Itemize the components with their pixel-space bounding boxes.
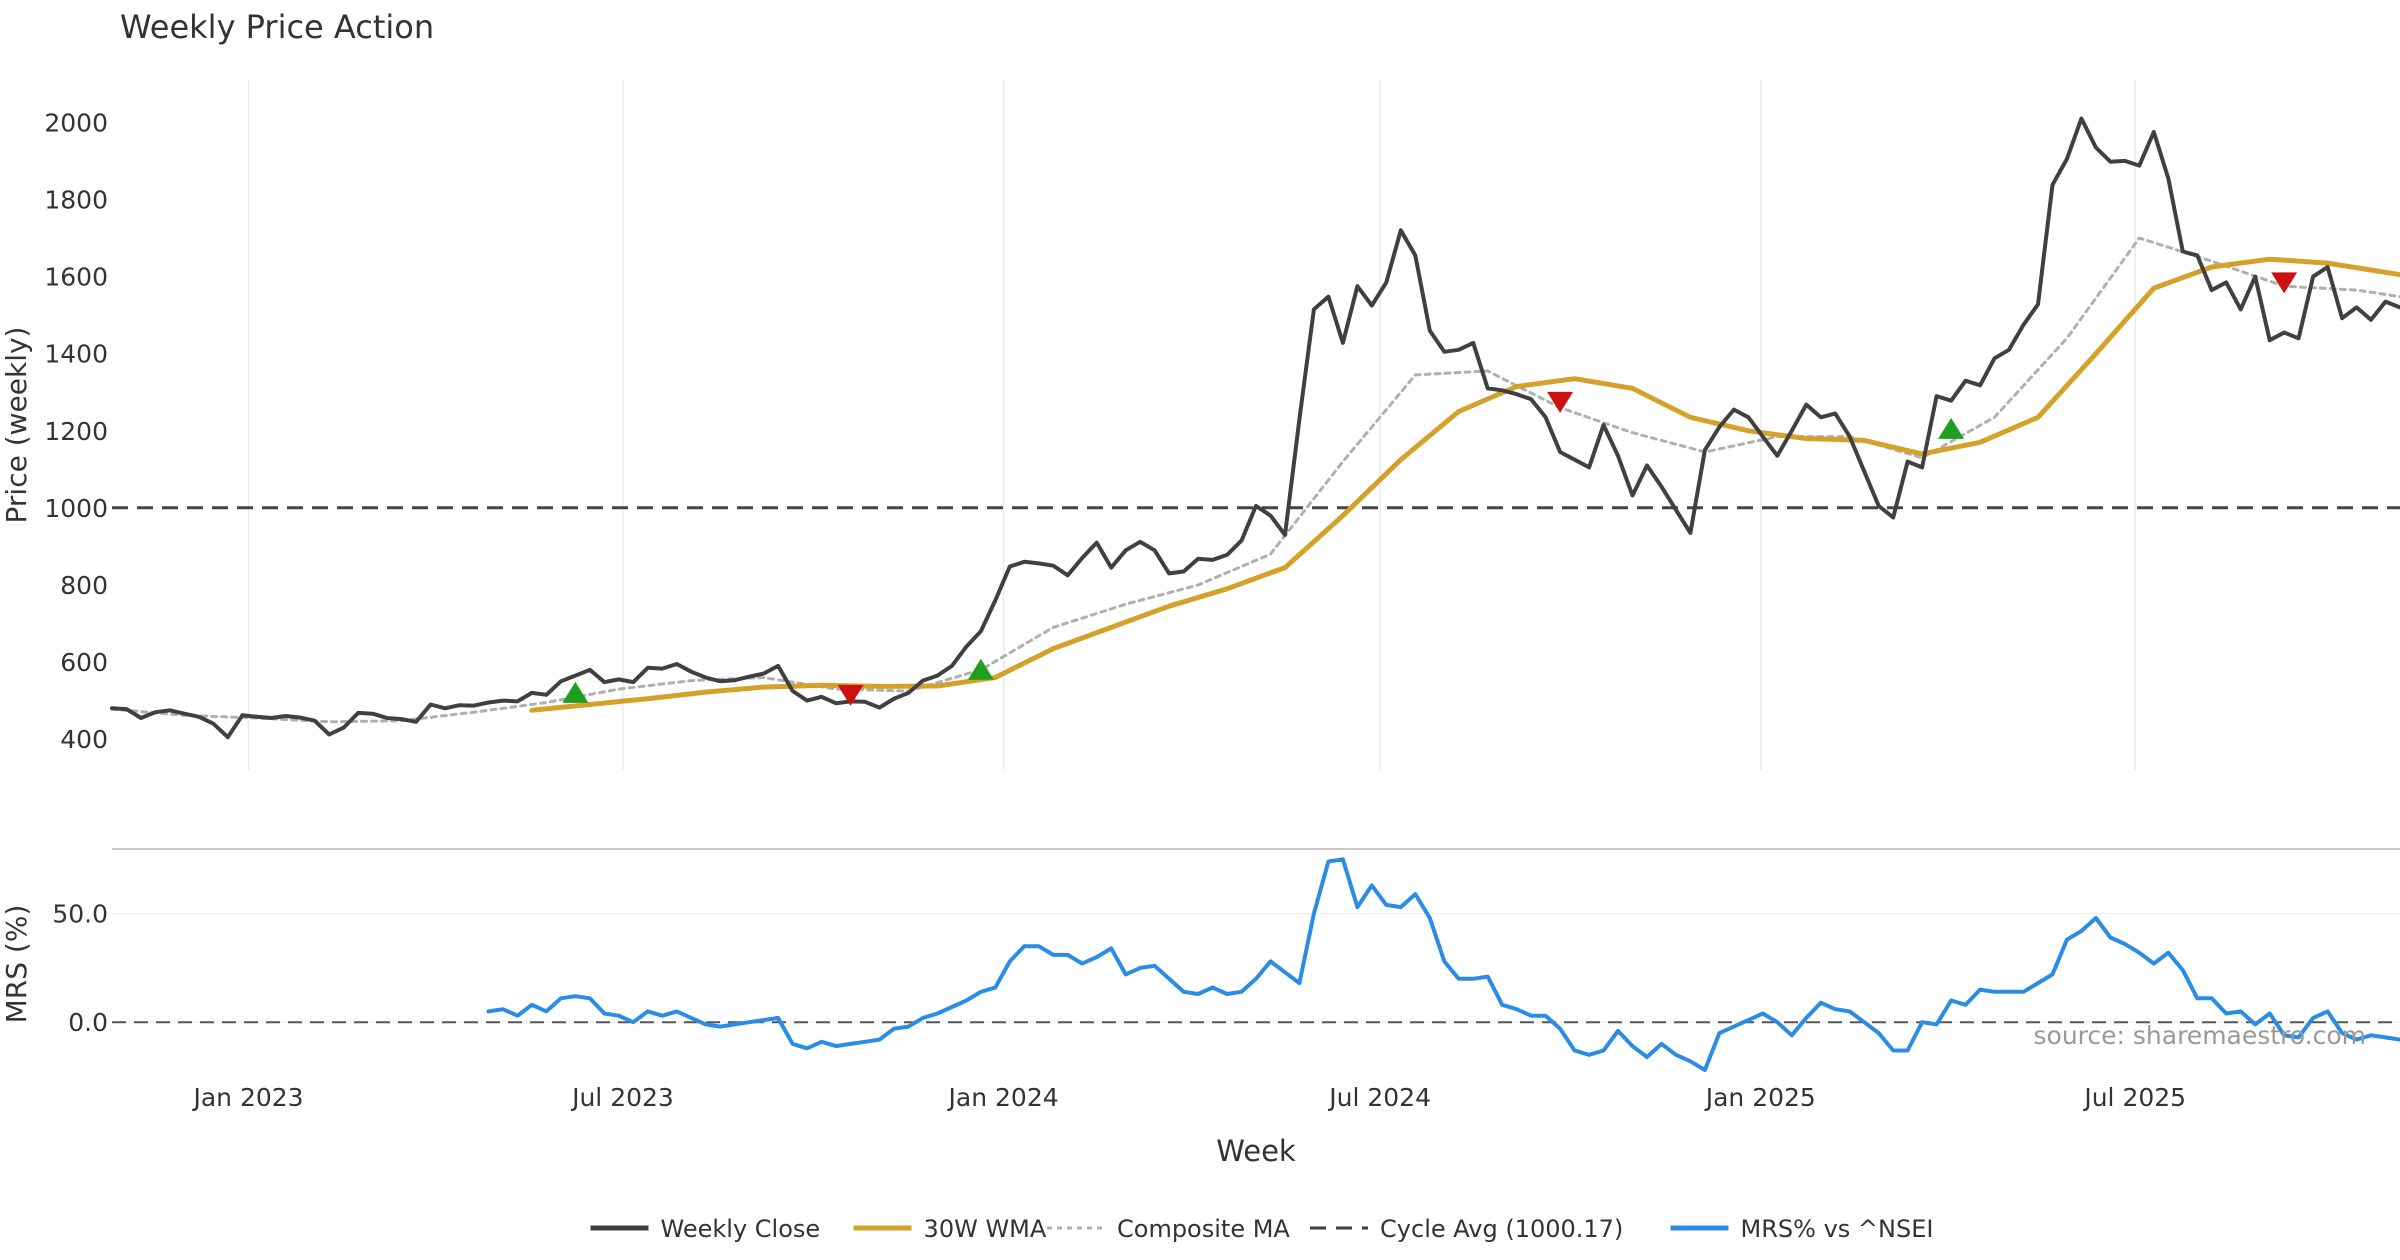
source-watermark: source: sharemaestro.com	[2034, 1021, 2367, 1050]
legend-label-1: 30W WMA	[924, 1215, 1047, 1243]
series-weekly-close	[110, 116, 2400, 740]
price-panel: 400 600 800 1000 1200 1400 1600 1800 2000 Price …	[0, 80, 2400, 770]
legend-item-composite-ma: Composite MA	[1047, 1215, 1290, 1243]
buy-signal-2	[967, 658, 994, 680]
price-y-tick-600: 600	[60, 648, 108, 677]
mrs-panel: 0.0 50.0 MRS (%) source: sharemaestro.com	[0, 857, 2400, 1072]
legend: Weekly Close 30W WMA Composite MA Cycle Avg…	[590, 1215, 1934, 1243]
price-y-tick-1200: 1200	[44, 417, 108, 446]
series-30w-wma	[529, 256, 2400, 713]
sell-signal-1	[837, 684, 864, 706]
x-axis-label: Week	[1216, 1134, 1296, 1168]
series-mrs-vs-nsei	[486, 857, 2400, 1072]
mrs-series	[112, 857, 2400, 1072]
legend-item-cycle-avg-1000-17: Cycle Avg (1000.17)	[1310, 1215, 1623, 1243]
x-tick-jul-2024: Jul 2024	[1327, 1083, 1431, 1112]
series-composite-ma	[110, 236, 2400, 724]
price-y-tick-2000: 2000	[44, 108, 108, 137]
buy-signal-4	[1938, 417, 1965, 439]
buy-signal-0	[562, 681, 589, 703]
price-y-tick-400: 400	[60, 725, 108, 754]
price-y-tick-1800: 1800	[44, 185, 108, 214]
mrs-y-tick-0: 0.0	[68, 1008, 108, 1037]
price-series	[110, 116, 2400, 740]
mrs-y-axis-label: MRS (%)	[0, 905, 33, 1024]
chart-title: Weekly Price Action	[120, 8, 434, 46]
mrs-y-ticks: 0.0 50.0	[52, 900, 108, 1038]
mrs-y-tick-1: 50.0	[52, 900, 108, 929]
price-y-tick-1600: 1600	[44, 263, 108, 292]
price-y-axis-label: Price (weekly)	[0, 327, 33, 524]
legend-label-4: MRS% vs ^NSEI	[1741, 1215, 1934, 1243]
x-tick-jul-2023: Jul 2023	[570, 1083, 674, 1112]
trade-signals	[562, 272, 2298, 706]
price-y-tick-800: 800	[60, 571, 108, 600]
sell-signal-5	[2271, 272, 2298, 294]
x-tick-jan-2025: Jan 2025	[1704, 1083, 1816, 1112]
legend-label-3: Cycle Avg (1000.17)	[1380, 1215, 1623, 1243]
legend-label-0: Weekly Close	[661, 1215, 821, 1243]
price-grid	[247, 80, 2136, 770]
price-y-tick-1400: 1400	[44, 340, 108, 369]
x-axis: Jan 2023 Jul 2023 Jan 2024 Jul 2024 Jan 2025…	[191, 1083, 2186, 1112]
legend-item-weekly-close: Weekly Close	[590, 1215, 821, 1243]
legend-item-30w-wma: 30W WMA	[853, 1215, 1047, 1243]
price-y-tick-1000: 1000	[44, 494, 108, 523]
x-tick-jan-2024: Jan 2024	[947, 1083, 1059, 1112]
x-tick-jul-2025: Jul 2025	[2082, 1083, 2186, 1112]
sell-signal-3	[1547, 391, 1574, 413]
price-y-ticks: 400 600 800 1000 1200 1400 1600 1800 2000	[44, 108, 108, 754]
legend-label-2: Composite MA	[1117, 1215, 1290, 1243]
x-tick-jan-2023: Jan 2023	[191, 1083, 303, 1112]
legend-item-mrs-vs-nsei: MRS% vs ^NSEI	[1670, 1215, 1934, 1243]
